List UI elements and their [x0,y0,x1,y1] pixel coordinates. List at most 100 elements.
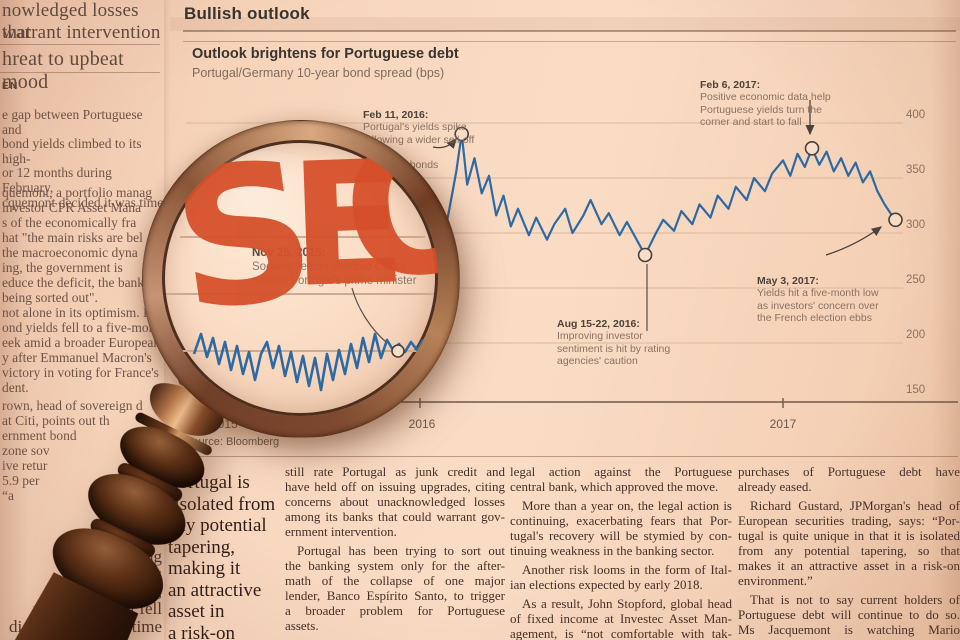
annotation-text: Positive economic data help Portuguese y… [700,91,831,129]
pull-quote-line: ‘isolated from [168,493,276,515]
text-line: assets. [285,618,319,633]
pull-quote-line: an attractive [168,579,262,601]
y-axis-label: 350 [906,164,926,176]
text-line: bond yields climbed to its high- [2,136,142,166]
y-axis-label: 400 [906,109,926,121]
paragraph: More than a year on, the legal action is… [510,498,732,558]
chart-kicker: Bullish outlook [184,4,310,23]
paragraph: Richard Gustard, JPMorgan's head of Europ… [738,498,960,588]
text-line: educe the deficit, the bank [2,275,145,290]
annotation-text: Improving investor sentiment is hit by r… [557,330,671,368]
text-line: More than a year on, the legal action is [522,498,732,513]
paragraph: Novo Banco was formed in 2014 f [285,637,505,640]
text-line: environment.” [738,573,813,588]
left-headline-fragment: nowledged losses that [2,0,139,43]
text-line: Another risk looms in the form of Ital- [522,562,732,577]
text-line: from any potential tapering, so that [738,543,960,558]
text-line: lender, Banco Espírito Santo, to trigger [285,588,505,603]
text-line: ian elections expected by early 2018. [510,577,703,592]
x-axis-label-2016: 2016 [408,417,436,431]
text-line: tinuing weakness in the banking sector. [510,543,715,558]
text-line: the macroeconomic dyna [2,245,138,260]
text-line: dent. [2,380,29,395]
left-paragraph: rown, head of sovereign d at Citi, points… [2,398,164,503]
text-line: math of the collapse of one major [285,573,505,588]
chart-title: Outlook brightens for Portuguese debt [192,46,459,62]
text-line: being sorted out". [2,290,98,305]
paragraph: purchases of Portuguese debt have already… [738,464,960,494]
text-line: ond yields fell to a five-mont [2,320,160,335]
text-line: a broader problem for Portuguese [285,603,505,618]
text-line: investor CPR Asset Mana [2,200,142,215]
pull-quote-line: making it [168,558,241,579]
text-line: Novo Banco was formed in 2014 f [285,637,505,640]
text-line: That is not to say current holders of [750,592,960,607]
text-line: tugal is quite unique in that it is isol… [738,528,960,543]
paragraph: legal action against the Portuguese centr… [510,464,732,494]
pull-quote-line: a risk-on [168,622,236,640]
text-line: Richard Gustard, JPMorgan's head of [750,498,960,513]
annotation-date: Feb 11, 2016: [363,108,429,121]
text-line: among its banks that could warrant gov- [285,509,505,524]
magnifier-lens: Nov 25, 2015: Socialist leader António Co… [162,140,438,416]
text-line: hat "the main risks are bel [2,230,143,245]
left-headline-fragment: hreat to upbeat mood [2,48,124,93]
text-line: y after Emmanuel Macron's [2,350,152,365]
text-line: makes it an attractive asset in a risk-o… [738,558,960,573]
annotation-feb6-2017: Feb 6, 2017: Positive economic data help … [700,66,855,129]
y-axis-label: 250 [906,274,926,286]
paragraph: Portugal has been trying to sort out the … [285,543,505,633]
annotation-text: Yields hit a five-month low as investors… [757,287,879,325]
text-line: at Citi, points out th [2,413,110,428]
text-line: 5.9 per [2,473,40,488]
text-line: the banking system only for the after- [285,558,505,573]
y-axis-label: 300 [906,219,926,231]
chart-subtitle: Portugal/Germany 10-year bond spread (bp… [192,66,445,80]
annotation-date: Aug 15-22, 2016: [557,317,640,330]
text-line: European securities trading, says: “Por- [738,513,960,528]
text-line: ernment bond [2,428,77,443]
article-column-2: still rate Portugal as junk credit and ha… [285,464,505,640]
text-line: eek amid a broader European [2,335,161,350]
text-line: “a [2,488,14,503]
divider-rule [0,44,160,45]
pull-quote-line: asset in [168,601,225,622]
paragraph: As a result, John Stopford, global head o… [510,596,732,640]
left-headline-fragment: warrant intervention [2,22,161,43]
text-line: legal action against the Portuguese [510,464,732,479]
byline-fragment: EN [2,81,19,92]
text-line: ernment intervention. [285,524,397,539]
text-line: tugal's recovery will be stymied by con- [510,528,732,543]
left-paragraph: e gap between Portuguese and bond yields … [2,107,164,210]
annotation-date: May 3, 2017: [757,274,819,287]
text-line: have held off on issuing upgrades, citin… [285,479,505,494]
text-line: ive retur [2,458,48,473]
text-line: zone sov [2,443,50,458]
y-axis-label: 200 [906,329,926,341]
text-line: quemont, a portfolio manag [2,185,152,200]
text-line: e gap between Portuguese and [2,107,143,137]
x-axis-label-2017: 2017 [769,417,797,431]
left-paragraph: quemont, a portfolio manag investor CPR A… [2,185,164,395]
pull-quote-line: any potential [168,515,267,536]
article-column-3: legal action against the Portuguese centr… [510,464,732,640]
chart-top-rule [183,41,956,42]
text-line: continuing, exacerbating fears that Por- [510,513,732,528]
text-line: agement, is “not comfortable with tak- [510,626,732,640]
annotation-aug-2016: Aug 15-22, 2016: Improving investor senti… [557,305,697,368]
annotation-may3-2017: May 3, 2017: Yields hit a five-month low … [757,262,925,325]
kicker-rule [183,30,956,32]
text-line: Portugal has been trying to sort out [297,543,505,558]
text-line: already eased. [738,479,812,494]
text-line: central bank, which approved the move. [510,479,719,494]
pull-quote-line: tapering, [168,536,236,558]
paragraph: That is not to say current holders of Por… [738,592,960,640]
text-line: Draghi, ECB president, closely [738,637,960,640]
text-line: purchases of Portuguese debt have [738,464,960,479]
y-axis-label: 150 [906,384,926,396]
text-line: of fixed income at Investec Asset Man- [510,611,732,626]
text-line: or 12 months during February, [2,165,112,195]
text-line: not alone in its optimism. Po [2,305,158,320]
